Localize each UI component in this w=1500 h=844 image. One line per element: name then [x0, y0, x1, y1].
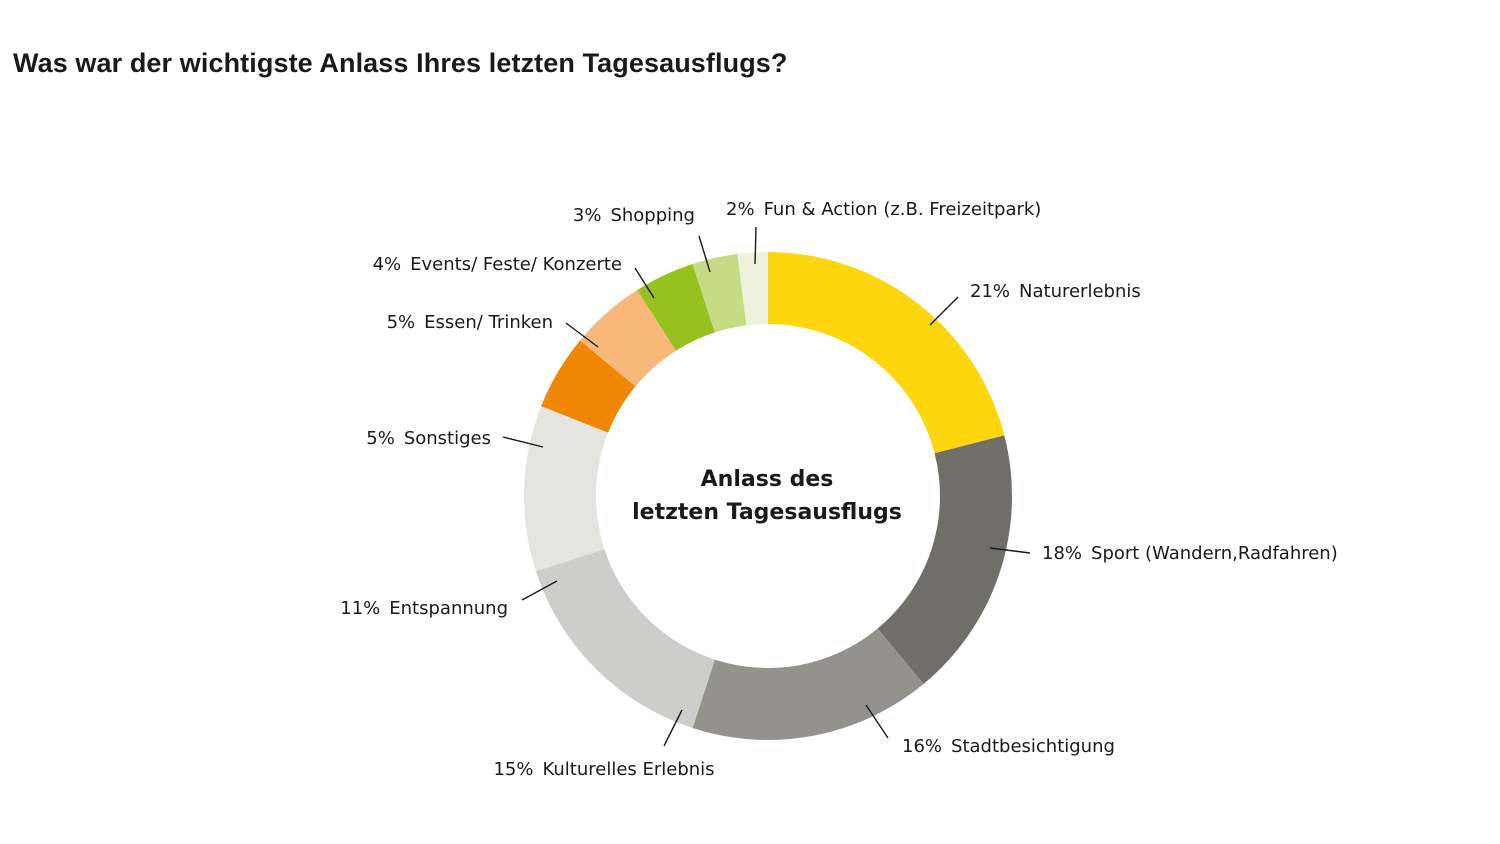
slice-label-8: 4% Events/ Feste/ Konzerte [373, 254, 622, 275]
slice-1 [768, 252, 1005, 454]
slice-label-6: 5% Sonstiges [366, 428, 491, 449]
slice-percent-3: 16% [902, 736, 942, 757]
leader-line-5 [521, 580, 558, 601]
slice-label-9: 3% Shopping [573, 205, 695, 226]
slice-category-5: Entspannung [389, 598, 508, 619]
slice-category-3: Stadtbesichtigung [951, 736, 1115, 757]
slice-percent-6: 5% [366, 428, 395, 449]
slice-category-7: Essen/ Trinken [424, 312, 553, 333]
leader-line-2 [989, 547, 1031, 554]
leader-line-9 [698, 235, 711, 273]
slice-label-3: 16% Stadtbesichtigung [902, 736, 1115, 757]
slice-percent-10: 2% [726, 199, 755, 220]
slice-3 [692, 628, 924, 740]
slice-percent-1: 21% [970, 281, 1010, 302]
slice-label-4: 15% Kulturelles Erlebnis [493, 759, 714, 780]
slice-category-6: Sonstiges [404, 428, 491, 449]
slice-percent-4: 15% [493, 759, 533, 780]
leader-line-4 [663, 709, 683, 747]
slice-label-5: 11% Entspannung [340, 598, 508, 619]
slice-percent-7: 5% [387, 312, 416, 333]
slice-10 [737, 252, 768, 326]
leader-line-6 [502, 436, 544, 448]
slice-category-2: Sport (Wandern,Radfahren) [1091, 543, 1338, 564]
slice-5 [523, 406, 609, 572]
chart-title: Was war der wichtigste Anlass Ihres letz… [13, 48, 788, 78]
slice-label-7: 5% Essen/ Trinken [387, 312, 553, 333]
center-label-line-1: Anlass des [701, 467, 834, 492]
slice-label-1: 21% Naturerlebnis [970, 281, 1141, 302]
slice-percent-2: 18% [1042, 543, 1082, 564]
slices-group [523, 252, 1012, 740]
slice-label-2: 18% Sport (Wandern,Radfahren) [1042, 543, 1338, 564]
slice-category-10: Fun & Action (z.B. Freizeitpark) [764, 199, 1042, 220]
slice-6 [541, 340, 636, 433]
slice-percent-9: 3% [573, 205, 602, 226]
slice-category-1: Naturerlebnis [1019, 281, 1141, 302]
leader-line-7 [565, 322, 599, 348]
slice-7 [579, 289, 676, 387]
labels-group: 21% Naturerlebnis 18% Sport (Wandern,Radfah… [340, 199, 1337, 780]
slice-category-8: Events/ Feste/ Konzerte [410, 254, 622, 275]
slice-percent-8: 4% [373, 254, 402, 275]
leader-line-3 [865, 704, 889, 739]
slice-2 [877, 435, 1012, 685]
slice-4 [535, 549, 715, 729]
slice-8 [637, 263, 715, 351]
center-label-line-2: letzten Tagesausflugs [632, 500, 902, 525]
slice-label-10: 2% Fun & Action (z.B. Freizeitpark) [726, 199, 1041, 220]
leader-line-8 [634, 267, 655, 299]
slice-percent-5: 11% [340, 598, 380, 619]
slice-category-9: Shopping [610, 205, 695, 226]
slice-category-4: Kulturelles Erlebnis [542, 759, 714, 780]
slice-9 [692, 253, 747, 333]
leader-line-1 [929, 296, 959, 326]
leader-line-10 [754, 226, 757, 265]
leader-lines-group [502, 226, 1031, 747]
